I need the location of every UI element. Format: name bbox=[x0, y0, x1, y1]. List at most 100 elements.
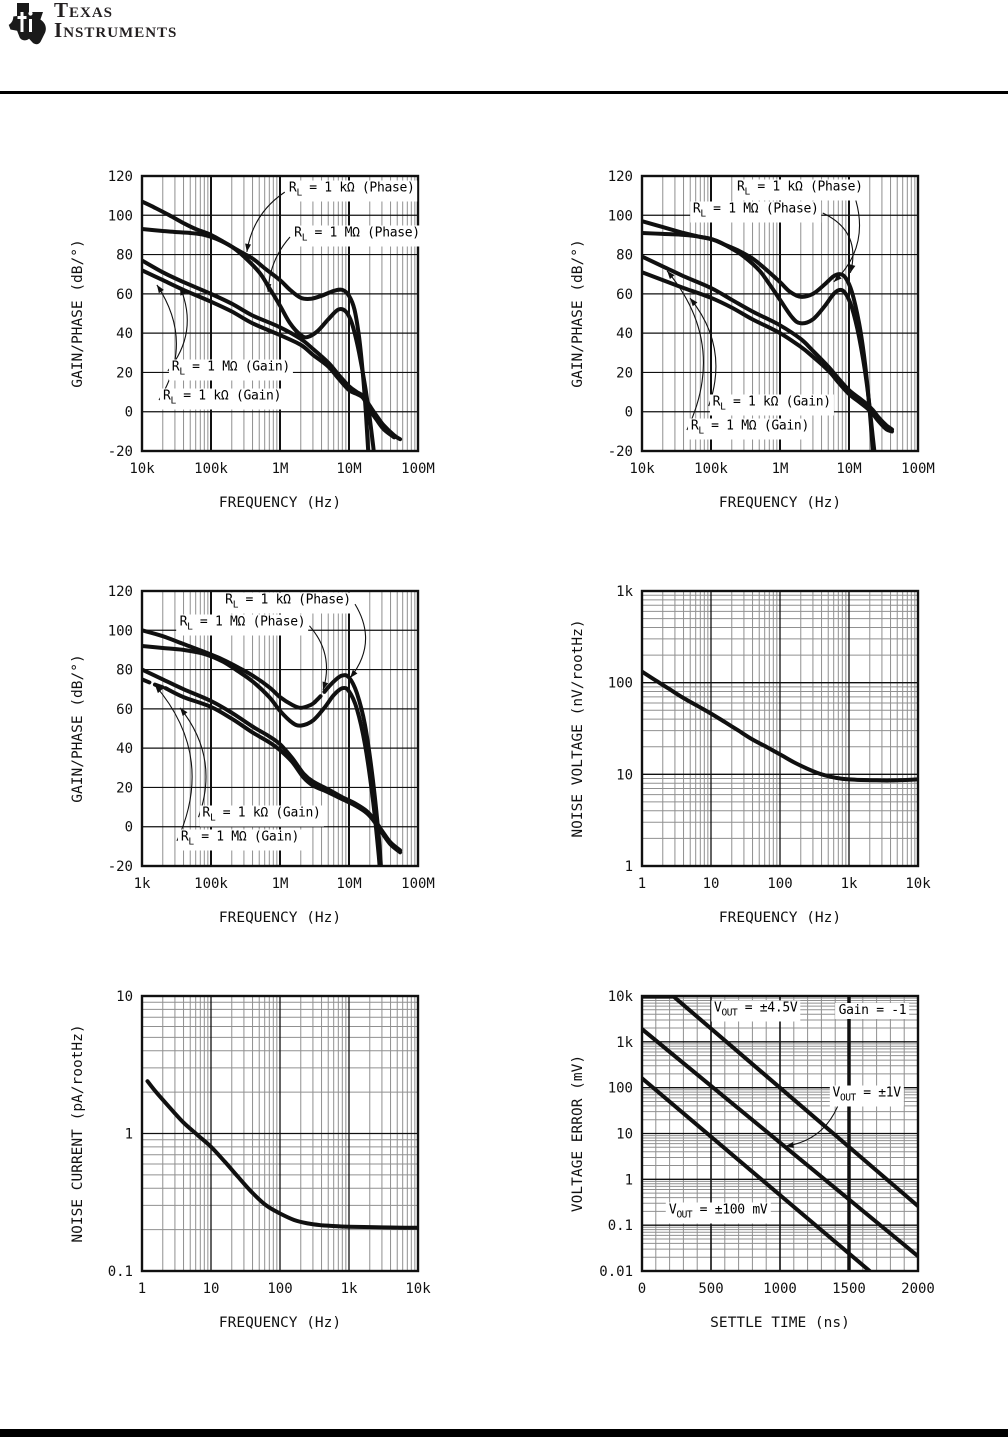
annotation-text: V bbox=[832, 1085, 840, 1101]
annotation-text: = 1 kΩ (Gain) bbox=[215, 805, 321, 821]
noise-voltage-vs-frequency-canvas: 1 10 100 1k 10k 1 10 100 1k FREQUENCY (Hz) NOISE V… bbox=[570, 584, 931, 926]
ti-texas-logo-icon bbox=[8, 3, 46, 45]
annotation-rl-1k-gain: RL = 1 kΩ (Gain) bbox=[709, 394, 834, 416]
annotation-text: R bbox=[179, 614, 188, 630]
series-phase_RL_1k_a bbox=[142, 628, 317, 710]
series-phase_RL_1M bbox=[142, 644, 382, 866]
y-tick: 120 bbox=[108, 169, 133, 185]
x-axis-title: FREQUENCY (Hz) bbox=[719, 910, 841, 926]
annotation-subscript: L bbox=[700, 208, 706, 220]
annotation-vout-4p5: VOUT = ±4.5V bbox=[710, 1000, 801, 1022]
x-tick: 1 bbox=[638, 876, 646, 892]
annotation-leader bbox=[179, 707, 207, 818]
y-tick: 0 bbox=[625, 405, 633, 421]
series-gain_RL_1M_start bbox=[142, 677, 168, 691]
y-tick: 1k bbox=[616, 584, 633, 600]
annotation-text: Gain = -1 bbox=[838, 1003, 907, 1019]
x-tick: 2000 bbox=[901, 1281, 935, 1297]
annotation-text: = ±1V bbox=[855, 1085, 901, 1101]
y-tick: 100 bbox=[608, 1081, 633, 1097]
x-tick: 1000 bbox=[763, 1281, 797, 1297]
y-tick: 0 bbox=[125, 405, 133, 421]
x-tick: 10k bbox=[905, 876, 931, 892]
annotation-rl-1M-phase: RL = 1 MΩ (Phase) bbox=[689, 201, 822, 223]
annotation-subscript: L bbox=[232, 599, 239, 611]
x-tick: 1k bbox=[134, 876, 151, 892]
annotation-text: V bbox=[668, 1202, 677, 1218]
annotation-subscript: L bbox=[170, 395, 176, 407]
y-tick: 10k bbox=[608, 989, 634, 1005]
annotation-arrowhead bbox=[785, 1142, 794, 1148]
y-tick: 10 bbox=[616, 767, 633, 783]
series-vout_1V bbox=[642, 1027, 918, 1259]
y-tick: 100 bbox=[608, 676, 633, 692]
series-vout_100mV bbox=[642, 1076, 872, 1271]
y-tick: 80 bbox=[616, 248, 633, 264]
x-tick: 10M bbox=[836, 461, 861, 477]
annotation-text: R bbox=[737, 179, 745, 195]
annotation-rl-1k-gain: RL = 1 kΩ (Gain) bbox=[199, 805, 324, 827]
annotation-rl-1M-gain: RL = 1 MΩ (Gain) bbox=[168, 359, 293, 381]
chart-noise-current: 1 10 100 1k 10k 0.1 1 10 FREQUENCY (Hz) NOISE CUR… bbox=[58, 980, 488, 1352]
y-tick: 120 bbox=[108, 584, 133, 600]
y-tick: 100 bbox=[108, 208, 133, 224]
x-tick: 100M bbox=[901, 461, 935, 477]
x-tick: 0 bbox=[638, 1281, 646, 1297]
annotation-text: = 1 MΩ (Phase) bbox=[306, 225, 420, 241]
annotation-rl-1k-phase: RL = 1 kΩ (Phase) bbox=[734, 179, 866, 201]
annotation-leader bbox=[154, 684, 193, 842]
annotation-text: = 1 MΩ (Phase) bbox=[705, 201, 819, 217]
x-axis-title: FREQUENCY (Hz) bbox=[719, 495, 841, 511]
series-gain_RL_1k bbox=[142, 268, 397, 440]
annotation-leader bbox=[167, 286, 188, 372]
chart-voltage-error: 0 500 1000 1500 2000 0.01 0.1 1 10 100 1k 10k SETTLE… bbox=[558, 980, 988, 1352]
series-phase_RL_1k_b bbox=[312, 685, 331, 704]
y-tick: -20 bbox=[108, 444, 133, 460]
annotation-text: R bbox=[288, 180, 297, 196]
annotation-text: R bbox=[690, 418, 699, 434]
x-tick: 10M bbox=[336, 876, 361, 892]
annotation-arrowhead bbox=[322, 681, 329, 690]
x-tick: 100k bbox=[194, 461, 228, 477]
footer-rule bbox=[0, 1429, 1008, 1437]
y-tick: 60 bbox=[116, 702, 133, 718]
annotation-rl-1M-gain: RL = 1 MΩ (Gain) bbox=[687, 418, 812, 440]
annotation-arrowhead bbox=[154, 685, 163, 694]
series-gain_RL_1M bbox=[163, 686, 403, 855]
brand-text: Texas Instruments bbox=[54, 2, 177, 46]
annotation-text: R bbox=[225, 592, 233, 608]
chart-noise-voltage: 1 10 100 1k 10k 1 10 100 1k FREQUENCY (Hz) NOISE V… bbox=[558, 575, 988, 947]
gain-phase-vs-frequency-rail1-canvas: 10k 100k 1M 10M 100M -20 0 20 40 60 80 100 120 FREQUE… bbox=[70, 169, 435, 511]
annotation-subscript: L bbox=[744, 186, 751, 198]
annotation-leader bbox=[689, 297, 717, 407]
annotation-subscript: L bbox=[296, 187, 302, 199]
annotation-arrowhead bbox=[265, 283, 272, 293]
y-tick: 20 bbox=[616, 365, 633, 381]
annotation-leader bbox=[666, 270, 704, 431]
y-tick: 100 bbox=[608, 208, 633, 224]
y-tick: 20 bbox=[116, 365, 133, 381]
annotation-rl-1k-gain: RL = 1 kΩ (Gain) bbox=[159, 388, 285, 410]
annotation-leader bbox=[156, 284, 177, 401]
annotation-text: = 1 kΩ (Phase) bbox=[749, 179, 863, 195]
annotation-text: R bbox=[180, 829, 189, 845]
x-tick: 10k bbox=[129, 461, 155, 477]
annotation-text: = 1 kΩ (Gain) bbox=[725, 394, 831, 410]
annotation-text: R bbox=[202, 805, 210, 821]
annotation-leader bbox=[833, 200, 861, 283]
y-tick: 0.1 bbox=[608, 1218, 633, 1234]
y-tick: 60 bbox=[116, 287, 133, 303]
annotation-text: = ±100 mV bbox=[692, 1202, 768, 1218]
chart-gain-phase-2: 10k 100k 1M 10M 100M -20 0 20 40 60 80 100 120 FREQUE… bbox=[558, 160, 988, 532]
y-tick: -20 bbox=[608, 444, 633, 460]
annotation-rl-1k-phase: RL = 1 kΩ (Phase) bbox=[285, 180, 418, 202]
series-vout_4p5V bbox=[642, 996, 918, 1209]
x-tick: 10 bbox=[203, 1281, 220, 1297]
annotation-subscript: L bbox=[187, 621, 193, 633]
y-tick: 0.01 bbox=[599, 1264, 633, 1280]
x-tick: 1k bbox=[341, 1281, 358, 1297]
y-tick: 40 bbox=[616, 326, 633, 342]
y-tick: 120 bbox=[608, 169, 633, 185]
y-tick: 100 bbox=[108, 623, 133, 639]
